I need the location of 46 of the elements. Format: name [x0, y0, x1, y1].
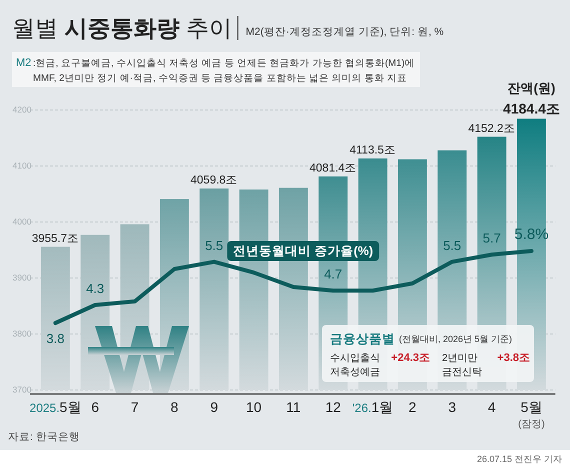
text: (잠정) — [518, 419, 545, 430]
data-label: 3955.7조 — [32, 232, 80, 245]
y-tick-label: 3700 — [12, 384, 32, 394]
annotation: 금융상품별 — [330, 332, 395, 346]
data-label: 4081.4조 — [310, 162, 357, 174]
chart-subtitle: M2(평잔·계정조정계열 기준), 단위: 원, % — [246, 26, 444, 38]
data-label: 3.8 — [46, 331, 64, 346]
data-label: 4152.2조 — [468, 122, 516, 135]
data-label: 4.3 — [86, 281, 104, 296]
x-tick-label: 2 — [408, 399, 417, 415]
x-tick-label: 6 — [91, 399, 100, 415]
x-tick-label: 7 — [130, 399, 139, 415]
y-tick-label: 4100 — [12, 160, 32, 170]
x-tick-label: 8 — [170, 399, 179, 415]
data-label: 5.5 — [443, 238, 462, 253]
x-tick-label: 2025.5월 — [30, 399, 82, 415]
data-label: 4.7 — [324, 266, 342, 282]
chart-title: 월별 시중통화량 추이 — [12, 15, 232, 41]
y-tick-label: 4000 — [12, 216, 32, 226]
data-label: 4059.8조 — [190, 174, 238, 187]
annotation: 수시입출식 저축성예금 — [330, 353, 380, 378]
annotation: +3.8조 — [497, 352, 530, 364]
x-tick-label: 3 — [448, 399, 456, 415]
y-tick-label: 3900 — [12, 272, 32, 282]
x-tick-label: 5월 — [520, 399, 542, 415]
x-tick-label: '26.1월 — [352, 399, 394, 415]
data-label: 4184.4조 — [503, 100, 560, 117]
data-label: 5.5 — [205, 238, 224, 253]
data-label: 4113.5조 — [350, 144, 396, 156]
data-label: 5.7 — [482, 230, 501, 246]
x-tick-label: 10 — [246, 399, 262, 415]
x-tick-label: 11 — [286, 399, 301, 415]
x-tick-label: 4 — [488, 399, 496, 415]
annotation: 2년미만 금전신탁 — [442, 353, 482, 378]
x-tick-label: 12 — [325, 399, 342, 415]
text: M2 — [16, 57, 32, 69]
annotation: +24.3조 — [391, 352, 430, 364]
series-label: 전년동월대비 증가율(%) — [233, 244, 374, 258]
text: 26.07.15 전진우 기자 — [476, 454, 562, 464]
annotation: (전월대비, 2026년 5월 기준) — [399, 334, 512, 344]
y-tick-label: 3800 — [12, 328, 32, 338]
text: 자료: 한국은행 — [8, 431, 80, 443]
x-tick-label: 9 — [210, 399, 218, 415]
series-label: 잔액(원) — [508, 80, 556, 96]
y-tick-label: 4200 — [12, 104, 32, 114]
text: :현금, 요구불예금, 수시입출식 저축성 예금 등 언제든 현금화가 가능한 협의통화(M1)에 MMF, 2년미만 정기 예·적금, 수익증권 등 금융상품을 포함하는 넓은 의미의 통화 지표 — [33, 58, 415, 84]
